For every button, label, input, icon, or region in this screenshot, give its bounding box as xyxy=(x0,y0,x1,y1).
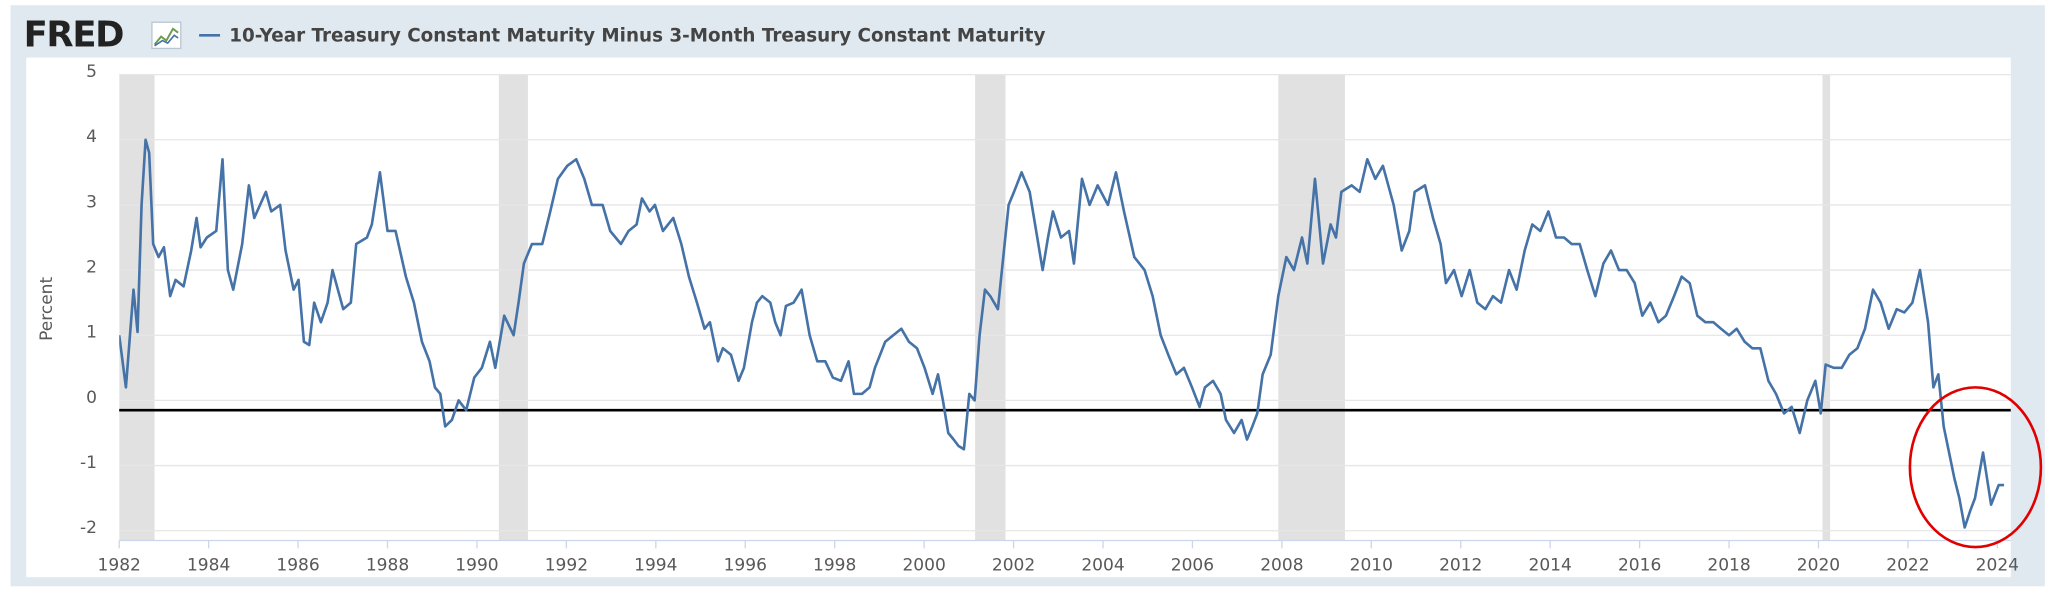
x-tick-label: 2020 xyxy=(1797,555,1840,575)
x-tick-label: 1996 xyxy=(724,555,767,575)
x-tick-label: 1994 xyxy=(634,555,677,575)
x-tick-label: 2012 xyxy=(1439,555,1482,575)
plot: -2 -1 0 1 2 3 4 5 1982 1984 1986 1988 1990 1992 1994 19… xyxy=(80,62,2019,575)
legend-label: 10-Year Treasury Constant Maturity Minus… xyxy=(229,26,1045,47)
logo-icon-line xyxy=(154,34,179,47)
y-tick-label: -2 xyxy=(80,518,97,538)
x-tick-label: 2006 xyxy=(1171,555,1214,575)
x-tick-label: 2004 xyxy=(1081,555,1124,575)
y-axis-label: Percent xyxy=(37,277,57,341)
x-tick-label: 1990 xyxy=(455,555,498,575)
y-tick-label: 1 xyxy=(86,323,97,343)
recession-band xyxy=(1822,74,1831,541)
highlight-circle xyxy=(1908,386,2043,549)
logo-icon-line xyxy=(153,27,179,46)
x-tick-label: 2000 xyxy=(902,555,945,575)
x-tick-label: 1984 xyxy=(187,555,230,575)
x-tick-label: 2010 xyxy=(1350,555,1393,575)
x-tick-label: 2022 xyxy=(1886,555,1929,575)
x-tick-label: 1992 xyxy=(545,555,588,575)
x-tick-label: 2002 xyxy=(992,555,1035,575)
y-tick-label: 0 xyxy=(86,388,97,408)
plot-panel xyxy=(26,57,2011,578)
y-tick-label: 3 xyxy=(86,192,97,212)
y-tick-label: -1 xyxy=(80,453,97,473)
recession-band xyxy=(498,74,528,541)
y-tick-label: 2 xyxy=(86,257,97,277)
x-tick-label: 2018 xyxy=(1707,555,1750,575)
x-tick-label: 2014 xyxy=(1529,555,1572,575)
x-tick-label: 1998 xyxy=(813,555,856,575)
logo: FRED xyxy=(24,15,124,56)
recession-band xyxy=(975,74,1006,541)
x-tick-label: 2024 xyxy=(1976,555,2019,575)
recession-band xyxy=(119,74,155,541)
x-tick-label: 1986 xyxy=(276,555,319,575)
recession-band xyxy=(1278,74,1345,541)
x-tick-label: 1982 xyxy=(98,555,141,575)
y-tick-label: 5 xyxy=(86,62,97,82)
x-tick-label: 2016 xyxy=(1618,555,1661,575)
logo-icon xyxy=(151,21,182,50)
y-tick-label: 4 xyxy=(86,127,97,147)
data-line xyxy=(119,138,2005,529)
x-tick-label: 1988 xyxy=(366,555,409,575)
x-tick-label: 2008 xyxy=(1260,555,1303,575)
